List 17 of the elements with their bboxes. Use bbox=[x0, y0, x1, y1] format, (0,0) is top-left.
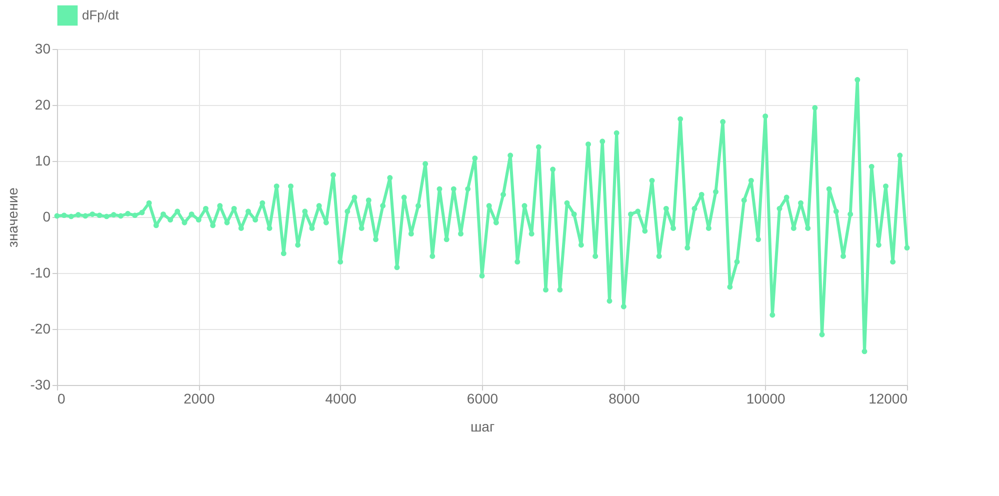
y-tick-label: 10 bbox=[34, 152, 51, 168]
y-axis-title: значение bbox=[4, 187, 20, 248]
y-tick-label: 30 bbox=[34, 40, 51, 56]
x-tick-label: 10000 bbox=[746, 390, 786, 406]
y-tick-label: -30 bbox=[30, 376, 51, 392]
x-tick-label: 2000 bbox=[184, 390, 215, 406]
x-tick-label: 4000 bbox=[325, 390, 357, 406]
x-tick-label: 0 bbox=[58, 390, 66, 406]
x-axis-title: шаг bbox=[470, 418, 495, 434]
y-tick-label: 0 bbox=[42, 208, 51, 224]
x-tick-label: 12000 bbox=[868, 390, 908, 406]
y-tick-label: -10 bbox=[30, 264, 51, 280]
legend-label: dFp/dt bbox=[82, 8, 120, 22]
x-tick-label: 8000 bbox=[608, 390, 640, 406]
y-tick-label: -20 bbox=[30, 320, 51, 336]
y-tick-label: 20 bbox=[34, 96, 51, 112]
x-tick-label: 6000 bbox=[466, 390, 498, 406]
